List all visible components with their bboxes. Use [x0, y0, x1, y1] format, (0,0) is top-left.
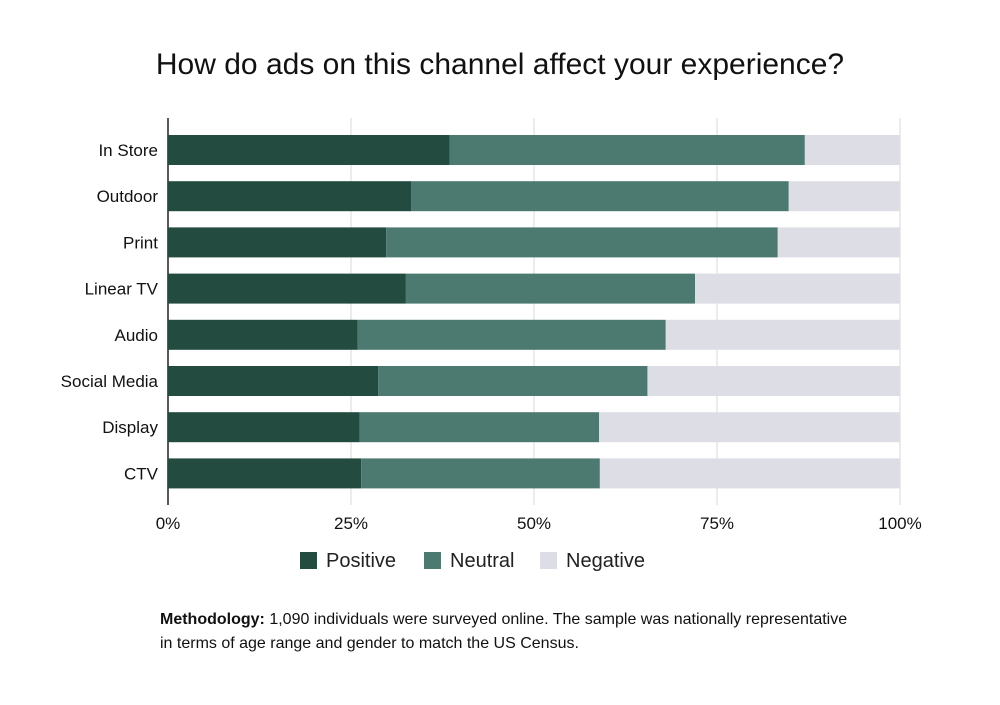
bar-outdoor-neutral	[411, 181, 789, 212]
category-label: Social Media	[61, 372, 159, 391]
bar-in-store-negative	[804, 135, 900, 165]
x-tick-label: 0%	[156, 514, 181, 533]
x-tick-label: 25%	[334, 514, 368, 533]
methodology-text: 1,090 individuals were surveyed online. …	[160, 611, 848, 652]
x-tick-label: 75%	[700, 514, 734, 533]
bar-in-store-neutral	[449, 135, 805, 165]
bar-display-negative	[599, 412, 900, 443]
bar-in-store-positive	[168, 135, 450, 165]
bar-audio-positive	[168, 319, 358, 350]
legend-label-neutral: Neutral	[450, 550, 514, 572]
legend-swatch-neutral	[424, 552, 441, 569]
category-label: Print	[123, 233, 158, 252]
bar-display-positive	[168, 412, 360, 443]
bar-print-neutral	[386, 227, 778, 258]
bar-print-negative	[777, 227, 900, 258]
stacked-bar-chart: In Store Outdoor Print Linear TV Audio Social…	[61, 118, 922, 572]
bar-outdoor-negative	[788, 181, 900, 212]
bar-linear-tv-neutral	[405, 273, 696, 304]
category-label: Audio	[115, 326, 158, 345]
x-tick-label: 50%	[517, 514, 551, 533]
x-tick-label: 100%	[878, 514, 921, 533]
bar-linear-tv-positive	[168, 273, 406, 304]
legend: Positive Neutral Negative	[300, 550, 645, 572]
legend-label-negative: Negative	[566, 550, 645, 572]
category-label: Outdoor	[97, 187, 159, 206]
bar-social-media-negative	[647, 366, 900, 396]
category-label: Display	[102, 418, 158, 437]
bar-print-positive	[168, 227, 387, 258]
bar-social-media-positive	[168, 366, 379, 396]
bar-social-media-neutral	[378, 366, 648, 396]
bar-ctv-neutral	[361, 458, 600, 489]
methodology-label: Methodology:	[160, 611, 265, 628]
bars	[168, 135, 900, 489]
category-labels: In Store Outdoor Print Linear TV Audio Social…	[61, 141, 159, 483]
bar-linear-tv-negative	[695, 273, 900, 304]
x-tick-labels: 0% 25% 50% 75% 100%	[156, 514, 922, 533]
chart-title: How do ads on this channel affect your e…	[155, 48, 845, 81]
bar-audio-negative	[665, 319, 900, 350]
category-label: CTV	[124, 464, 159, 483]
category-label: Linear TV	[85, 280, 159, 299]
category-label: In Store	[98, 141, 158, 160]
methodology-note: Methodology: 1,090 individuals were surv…	[160, 608, 860, 656]
grid-lines	[167, 118, 901, 505]
bar-ctv-positive	[168, 458, 362, 489]
legend-swatch-negative	[540, 552, 557, 569]
legend-label-positive: Positive	[326, 550, 396, 572]
bar-outdoor-positive	[168, 181, 412, 212]
legend-swatch-positive	[300, 552, 317, 569]
bar-audio-neutral	[357, 319, 666, 350]
bar-display-neutral	[359, 412, 600, 443]
bar-ctv-negative	[599, 458, 900, 489]
